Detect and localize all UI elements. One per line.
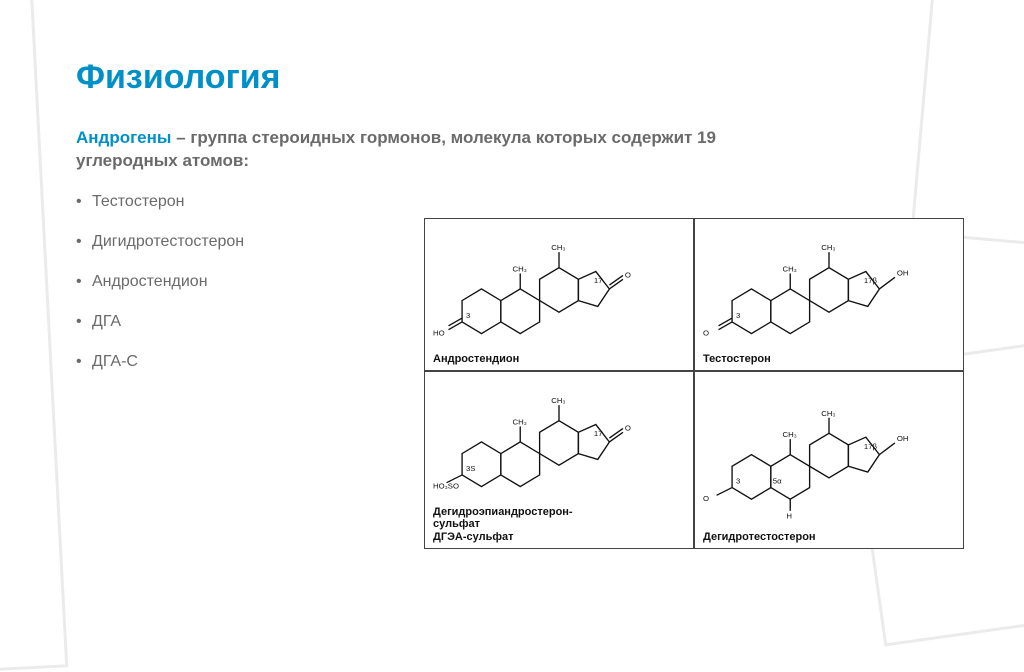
svg-text:17: 17 <box>594 429 603 438</box>
structure-label: Дегидроэпиандростерон-сульфатДГЭА-сульфа… <box>433 506 685 544</box>
list-item: Тестостерон <box>76 193 984 211</box>
svg-text:CH₃: CH₃ <box>782 265 796 274</box>
svg-text:17β: 17β <box>864 276 878 285</box>
structure-label: Тестостерон <box>703 353 955 366</box>
definition-term: Андрогены <box>76 128 171 147</box>
svg-text:17: 17 <box>594 276 603 285</box>
structure-label: Андростендион <box>433 353 685 366</box>
molecule-icon: O 3 OH 17β CH₃ CH₃ H 5α <box>703 378 955 529</box>
svg-text:CH₃: CH₃ <box>821 243 835 252</box>
svg-text:OH: OH <box>897 268 909 277</box>
slide-content: Физиология Андрогены – группа стероидных… <box>76 58 984 544</box>
structure-cell: HO₃SO 3S O 17 CH₃ CH₃ Дегидроэпиандросте… <box>424 371 694 549</box>
svg-text:CH₃: CH₃ <box>821 408 835 417</box>
svg-text:H: H <box>786 511 792 520</box>
structure-cell: O 3 OH 17β CH₃ CH₃ Тестостерон <box>694 218 964 371</box>
svg-text:OH: OH <box>897 434 909 443</box>
svg-text:3: 3 <box>736 311 740 320</box>
svg-text:CH₃: CH₃ <box>782 430 796 439</box>
molecule-icon: O 3 OH 17β CH₃ CH₃ <box>703 225 955 351</box>
svg-text:CH₃: CH₃ <box>551 396 565 405</box>
svg-text:3S: 3S <box>466 464 475 473</box>
structure-cell: HO 3 O 17 CH₃ CH₃ Андростендион <box>424 218 694 371</box>
svg-text:HO: HO <box>433 328 445 337</box>
definition-text: Андрогены – группа стероидных гормонов, … <box>76 127 736 173</box>
definition-rest: – группа стероидных гормонов, молекула к… <box>76 128 716 170</box>
svg-text:CH₃: CH₃ <box>512 265 526 274</box>
svg-text:O: O <box>625 270 631 279</box>
structure-label: Дегидротестостерон <box>703 531 955 544</box>
svg-text:CH₃: CH₃ <box>551 243 565 252</box>
slide-title: Физиология <box>76 58 984 97</box>
svg-text:O: O <box>703 494 709 503</box>
svg-text:CH₃: CH₃ <box>512 417 526 426</box>
svg-text:O: O <box>703 328 709 337</box>
svg-text:17β: 17β <box>864 441 878 450</box>
molecule-icon: HO 3 O 17 CH₃ CH₃ <box>433 225 685 351</box>
structure-cell: O 3 OH 17β CH₃ CH₃ H 5α Дегидротестостеро… <box>694 371 964 549</box>
svg-text:O: O <box>625 423 631 432</box>
svg-text:3: 3 <box>466 311 470 320</box>
molecule-icon: HO₃SO 3S O 17 CH₃ CH₃ <box>433 378 685 504</box>
svg-text:5α: 5α <box>773 476 782 485</box>
bg-decoration-left <box>0 0 68 672</box>
svg-text:3: 3 <box>736 476 740 485</box>
structures-grid: HO 3 O 17 CH₃ CH₃ Андростендион O 3 OH 1… <box>424 218 964 548</box>
svg-text:HO₃SO: HO₃SO <box>433 481 459 490</box>
